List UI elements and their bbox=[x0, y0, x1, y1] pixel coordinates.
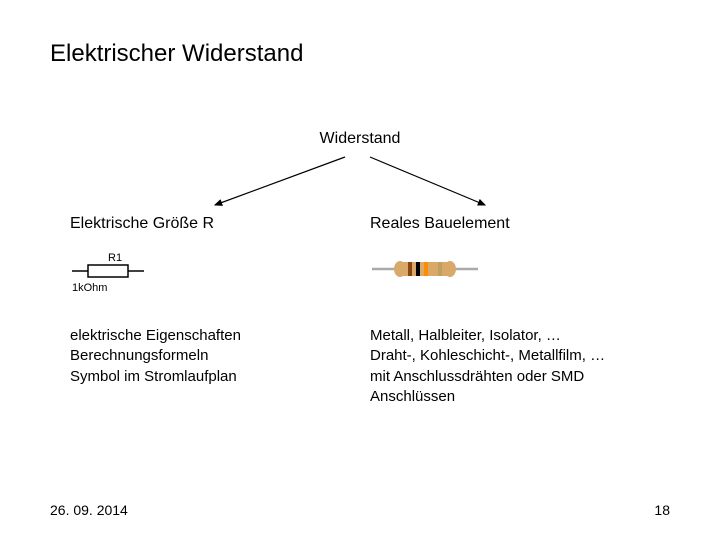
symbol-label-bottom: 1kOhm bbox=[72, 282, 107, 293]
right-details: Metall, Halbleiter, Isolator, … Draht-, … bbox=[370, 326, 670, 407]
left-line: Symbol im Stromlaufplan bbox=[70, 367, 370, 387]
right-line: Anschlüssen bbox=[370, 387, 670, 407]
branch-arrows bbox=[0, 155, 720, 215]
right-column: Reales Bauelement Metall, Halbleiter, Is… bbox=[370, 215, 670, 407]
symbol-label-top: R1 bbox=[108, 252, 122, 264]
left-column: Elektrische Größe R R1 1kOhm elektrische… bbox=[50, 215, 370, 407]
resistor-image bbox=[370, 251, 670, 298]
footer-date: 26. 09. 2014 bbox=[50, 502, 128, 518]
right-heading: Reales Bauelement bbox=[370, 215, 670, 233]
left-details: elektrische Eigenschaften Berechnungsfor… bbox=[70, 326, 370, 387]
center-node-label: Widerstand bbox=[0, 130, 720, 148]
slide-title: Elektrischer Widerstand bbox=[50, 40, 670, 68]
left-line: Berechnungsformeln bbox=[70, 346, 370, 366]
schematic-symbol: R1 1kOhm bbox=[70, 251, 370, 298]
right-line: Metall, Halbleiter, Isolator, … bbox=[370, 326, 670, 346]
right-line: Draht-, Kohleschicht-, Metallfilm, … bbox=[370, 346, 670, 366]
footer-page: 18 bbox=[654, 502, 670, 518]
right-line: mit Anschlussdrähten oder SMD bbox=[370, 367, 670, 387]
left-line: elektrische Eigenschaften bbox=[70, 326, 370, 346]
left-heading: Elektrische Größe R bbox=[70, 215, 370, 233]
